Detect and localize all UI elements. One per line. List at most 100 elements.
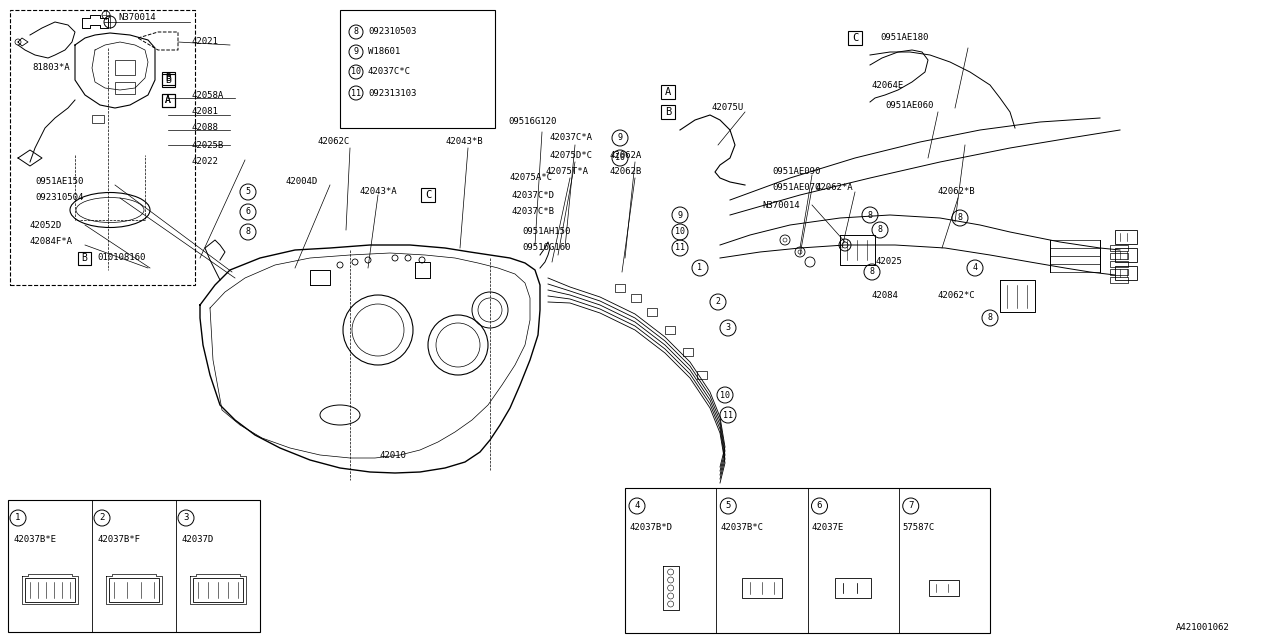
Text: 42037C*D: 42037C*D — [512, 191, 556, 200]
Text: 8: 8 — [878, 225, 882, 234]
Bar — [161, 93, 174, 106]
Text: 42025B: 42025B — [192, 141, 224, 150]
Text: 42084: 42084 — [872, 291, 899, 300]
Text: 3: 3 — [726, 323, 731, 333]
Text: 8: 8 — [869, 268, 874, 276]
Bar — [78, 252, 91, 264]
Bar — [161, 74, 174, 86]
Text: 10: 10 — [675, 227, 685, 237]
Bar — [929, 580, 960, 596]
Text: 8: 8 — [246, 227, 251, 237]
Text: 09516G160: 09516G160 — [522, 243, 571, 253]
Text: 4: 4 — [973, 264, 978, 273]
Text: 42025: 42025 — [876, 257, 902, 266]
Text: 8: 8 — [957, 214, 963, 223]
Text: 42062C: 42062C — [317, 138, 351, 147]
Text: 42075A*C: 42075A*C — [509, 173, 553, 182]
Text: 42062A: 42062A — [611, 150, 643, 159]
Bar — [742, 578, 782, 598]
Text: 42081: 42081 — [192, 108, 219, 116]
Text: 1: 1 — [698, 264, 703, 273]
Text: W18601: W18601 — [369, 47, 401, 56]
Text: 1: 1 — [15, 513, 20, 522]
Text: 5: 5 — [246, 188, 251, 196]
Text: 42088: 42088 — [192, 124, 219, 132]
Text: A421001062: A421001062 — [1176, 623, 1230, 632]
Text: 42037C*B: 42037C*B — [512, 207, 556, 216]
Bar — [421, 188, 435, 202]
Text: 42037B*D: 42037B*D — [628, 524, 672, 532]
Text: C: C — [852, 33, 858, 43]
Text: N370014: N370014 — [118, 13, 156, 22]
Bar — [614, 284, 625, 292]
Text: 2: 2 — [100, 513, 105, 522]
Bar — [115, 60, 134, 75]
Bar — [1115, 248, 1137, 262]
Bar — [92, 115, 104, 123]
Text: 9: 9 — [677, 211, 682, 220]
Bar — [646, 308, 657, 316]
Text: 42062*A: 42062*A — [815, 184, 852, 193]
Text: 42075D*C: 42075D*C — [550, 150, 593, 159]
Text: 42004D: 42004D — [285, 177, 317, 186]
Text: 10: 10 — [351, 67, 361, 77]
Text: 0951AE150: 0951AE150 — [35, 177, 83, 186]
Text: 42062B: 42062B — [611, 168, 643, 177]
Text: 9: 9 — [617, 134, 622, 143]
Bar — [1115, 266, 1137, 280]
Text: 42043*A: 42043*A — [360, 188, 398, 196]
Text: 010108160: 010108160 — [97, 253, 146, 262]
Bar — [625, 488, 989, 633]
Bar — [698, 371, 707, 379]
Bar — [193, 578, 243, 602]
Text: 2: 2 — [716, 298, 721, 307]
Text: 6: 6 — [246, 207, 251, 216]
Text: 42064E: 42064E — [872, 81, 904, 90]
Bar — [835, 578, 872, 598]
Text: 42037C*C: 42037C*C — [369, 67, 411, 77]
Text: 8: 8 — [868, 211, 873, 220]
Text: 0951AE180: 0951AE180 — [881, 33, 928, 42]
Text: 42037C*A: 42037C*A — [550, 134, 593, 143]
Text: 0951AE070: 0951AE070 — [772, 184, 820, 193]
Text: 42058A: 42058A — [192, 90, 224, 99]
Text: 0951AE060: 0951AE060 — [884, 100, 933, 109]
Text: 42037D: 42037D — [180, 536, 214, 545]
Text: B: B — [664, 107, 671, 117]
Text: 0951AH150: 0951AH150 — [522, 227, 571, 237]
Bar — [1110, 277, 1128, 283]
Text: 7: 7 — [908, 502, 914, 511]
Text: 09516G120: 09516G120 — [508, 118, 557, 127]
Text: 42037B*F: 42037B*F — [97, 536, 140, 545]
Text: 11: 11 — [723, 410, 733, 419]
Text: B: B — [165, 75, 172, 85]
Text: 42084F*A: 42084F*A — [29, 237, 73, 246]
Bar — [660, 105, 675, 119]
Text: 42037B*E: 42037B*E — [13, 536, 56, 545]
Text: 42075U: 42075U — [712, 104, 744, 113]
Text: 42037B*C: 42037B*C — [721, 524, 763, 532]
Text: 092310503: 092310503 — [369, 28, 416, 36]
Text: 9: 9 — [353, 47, 358, 56]
Text: 42010: 42010 — [380, 451, 407, 460]
Text: C: C — [425, 190, 431, 200]
Bar — [1115, 230, 1137, 244]
Bar — [161, 72, 174, 84]
Text: 11: 11 — [351, 88, 361, 97]
Text: 8: 8 — [987, 314, 992, 323]
Bar — [1110, 245, 1128, 251]
Text: 092313103: 092313103 — [369, 88, 416, 97]
Text: 0951AE090: 0951AE090 — [772, 168, 820, 177]
Bar — [340, 10, 495, 128]
Text: 092310504: 092310504 — [35, 193, 83, 202]
Bar — [161, 93, 174, 106]
Text: 42037E: 42037E — [812, 524, 844, 532]
Bar — [1110, 261, 1128, 267]
Text: N370014: N370014 — [762, 200, 800, 209]
Bar — [115, 82, 134, 94]
Text: 10: 10 — [719, 390, 730, 399]
Bar — [849, 31, 861, 45]
Text: 42022: 42022 — [192, 157, 219, 166]
Text: 10: 10 — [614, 154, 625, 163]
Bar — [26, 578, 76, 602]
